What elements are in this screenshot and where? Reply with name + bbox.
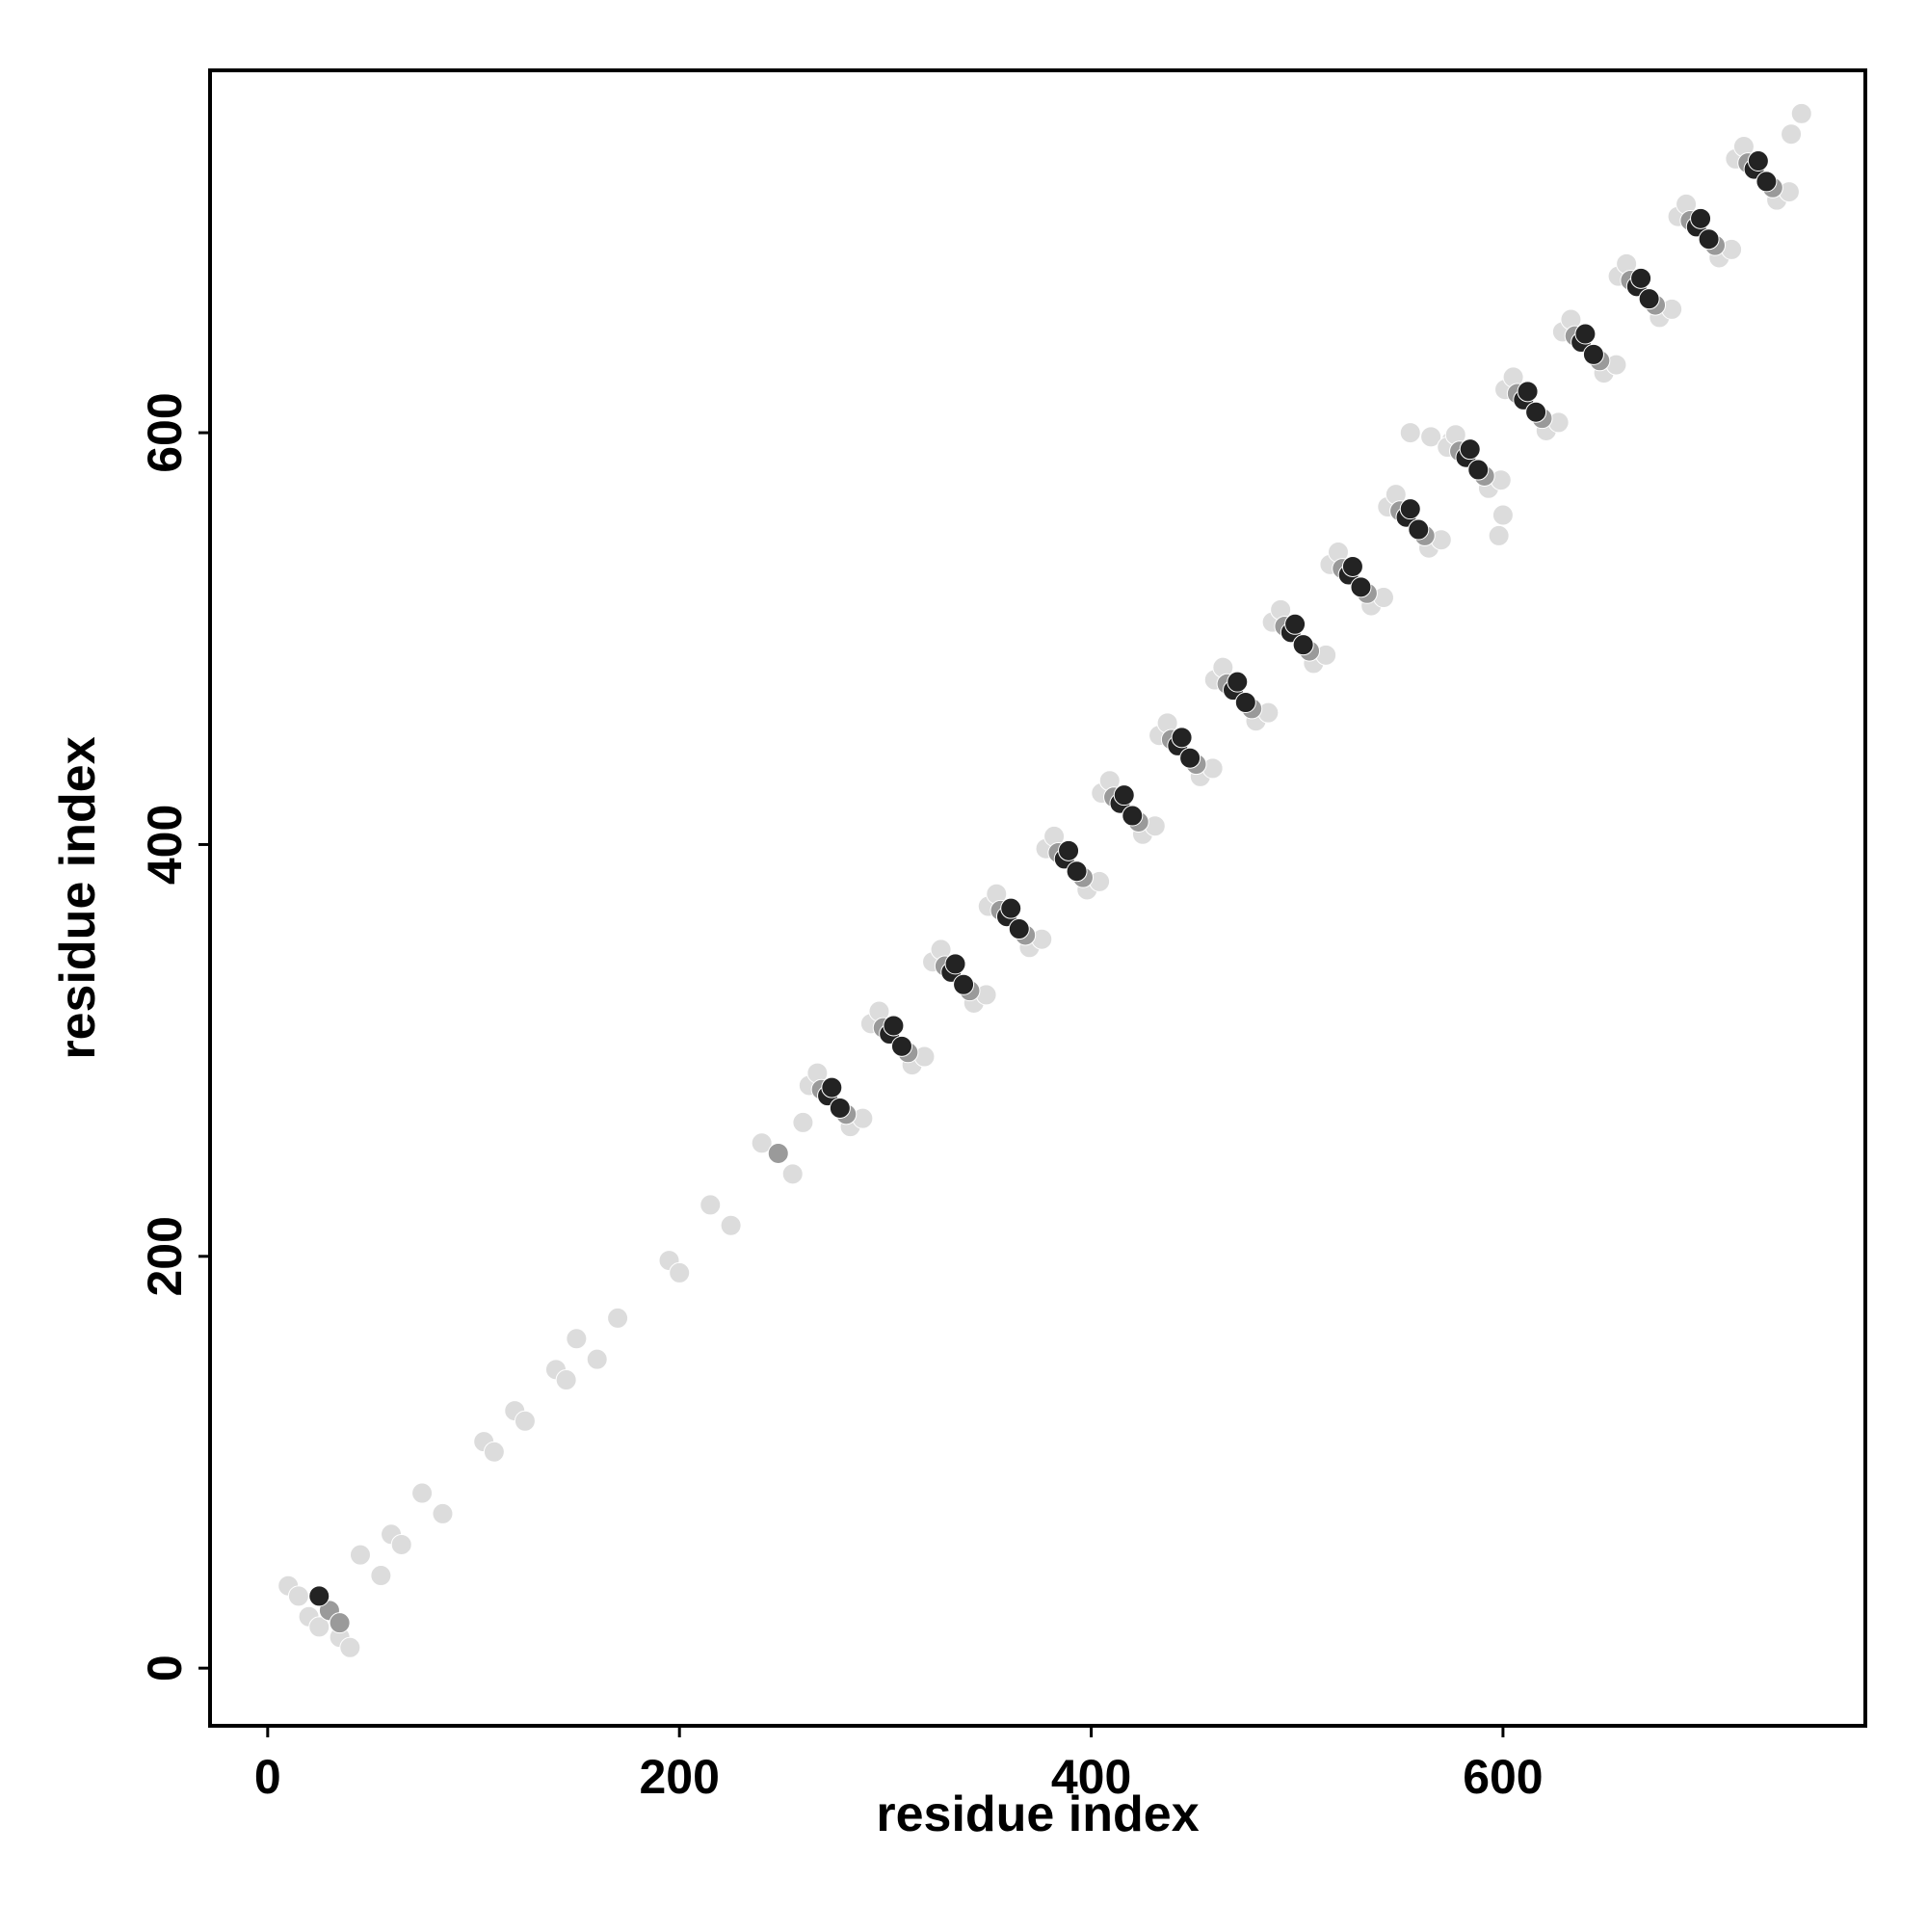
point — [751, 1132, 773, 1154]
point — [890, 1035, 912, 1057]
point — [1690, 207, 1712, 229]
point — [1058, 839, 1080, 861]
point — [669, 1261, 691, 1284]
point — [1420, 426, 1442, 448]
point — [370, 1565, 392, 1587]
plot-frame — [208, 68, 1867, 1728]
point — [586, 1348, 608, 1370]
point — [829, 1097, 851, 1119]
point — [1008, 918, 1030, 940]
point — [944, 953, 966, 975]
point — [483, 1441, 505, 1463]
point — [1459, 438, 1481, 461]
point — [287, 1585, 309, 1607]
point — [883, 1015, 905, 1037]
x-tick-label: 400 — [1051, 1750, 1131, 1804]
point — [1408, 518, 1430, 541]
point — [432, 1502, 454, 1524]
x-axis-title: residue index — [876, 1786, 1199, 1842]
point — [566, 1328, 588, 1350]
point — [1488, 524, 1510, 546]
point — [1781, 123, 1803, 146]
y-axis-title: residue index — [50, 736, 106, 1059]
point — [781, 1163, 804, 1185]
point — [1292, 634, 1314, 656]
point — [607, 1307, 629, 1329]
y-tick-label: 400 — [138, 805, 192, 885]
point — [555, 1369, 577, 1391]
point — [1227, 671, 1249, 693]
point — [1525, 401, 1547, 423]
point — [700, 1194, 722, 1216]
point — [1574, 323, 1597, 345]
point — [953, 973, 975, 995]
x-tick-label: 600 — [1463, 1750, 1543, 1804]
point — [1698, 228, 1720, 251]
point — [767, 1142, 789, 1164]
point — [1341, 555, 1363, 577]
point — [792, 1111, 814, 1133]
y-tick-label: 0 — [138, 1654, 192, 1681]
point — [1467, 459, 1490, 481]
point — [308, 1585, 330, 1607]
x-tick-label: 200 — [639, 1750, 719, 1804]
point — [821, 1076, 843, 1098]
point — [1179, 747, 1201, 769]
point — [349, 1544, 371, 1566]
point — [1113, 784, 1135, 807]
point — [1517, 381, 1539, 403]
point — [1582, 343, 1604, 365]
point — [390, 1533, 412, 1555]
point — [514, 1410, 536, 1432]
x-tick-label: 0 — [254, 1750, 281, 1804]
point — [329, 1612, 351, 1634]
point — [1171, 727, 1193, 749]
point — [1747, 150, 1769, 172]
point — [1630, 267, 1652, 289]
point — [1284, 613, 1307, 635]
point — [339, 1636, 361, 1658]
point — [1066, 860, 1088, 883]
point — [1350, 576, 1372, 598]
point — [411, 1482, 434, 1504]
point — [1790, 102, 1812, 124]
point — [1638, 288, 1660, 310]
point — [1491, 504, 1514, 526]
point — [1755, 171, 1778, 193]
point — [1399, 422, 1421, 444]
point — [720, 1214, 742, 1236]
y-tick-label: 200 — [138, 1216, 192, 1296]
point — [1234, 692, 1256, 714]
point — [308, 1616, 330, 1638]
y-tick-label: 600 — [138, 392, 192, 472]
point — [1000, 897, 1022, 919]
point — [1399, 498, 1421, 520]
point — [1122, 805, 1144, 827]
